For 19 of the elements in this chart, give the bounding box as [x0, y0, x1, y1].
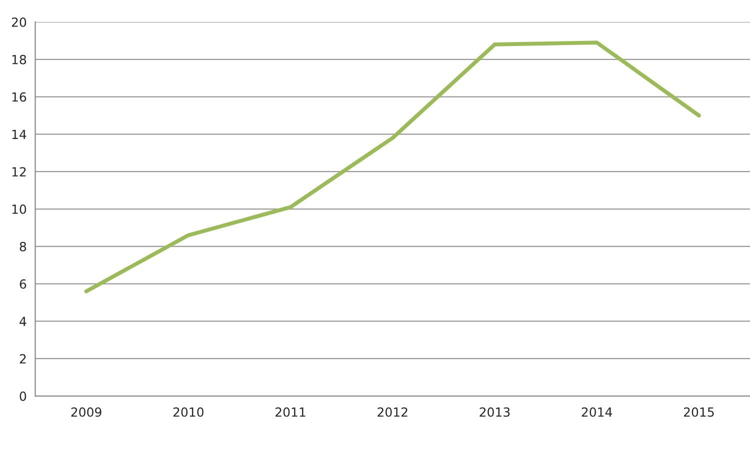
- x-tick-label: 2009: [71, 407, 102, 417]
- y-tick-label: 0: [20, 391, 26, 401]
- y-tick-label: 14: [12, 130, 26, 139]
- y-tick-label: 8: [20, 242, 26, 252]
- y-tick-label: 20: [12, 17, 26, 27]
- y-tick-label: 6: [20, 279, 26, 289]
- x-tick-label: 2015: [684, 407, 714, 417]
- x-tick-label: 2010: [173, 407, 204, 417]
- x-tick-label: 2014: [582, 407, 612, 417]
- y-tick-label: 4: [20, 316, 26, 326]
- y-tick-label: 2: [20, 354, 26, 364]
- x-tick-label: 2011: [276, 407, 306, 417]
- x-tick-label: 2013: [480, 407, 510, 417]
- line-series: [84, 40, 701, 294]
- y-tick-label: 18: [12, 54, 26, 64]
- y-tick-label: 12: [12, 167, 26, 176]
- y-tick-label: 10: [12, 204, 26, 214]
- y-tick-label: 16: [12, 92, 26, 102]
- x-tick-label: 2012: [378, 407, 408, 417]
